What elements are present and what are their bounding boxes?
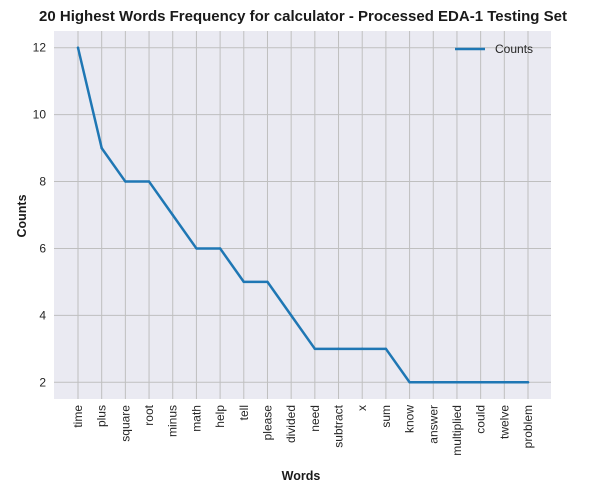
data-point: [384, 347, 388, 351]
data-point: [432, 381, 435, 384]
x-tick-label: plus: [95, 405, 109, 427]
x-tick-label: need: [308, 405, 322, 432]
x-tick-label: subtract: [332, 404, 346, 447]
data-point: [313, 347, 317, 351]
data-point: [242, 280, 245, 284]
y-ticks: 2 4 6 8 10 12: [33, 41, 47, 390]
data-point: [479, 381, 482, 384]
x-tick-label: problem: [521, 405, 535, 448]
data-point: [218, 247, 222, 250]
legend: Counts: [455, 42, 533, 56]
data-point: [455, 381, 459, 384]
y-tick-label: 12: [33, 41, 47, 55]
data-point: [503, 381, 506, 384]
data-point: [361, 347, 364, 351]
grid: [54, 31, 551, 399]
series-line: [76, 46, 530, 384]
x-tick-label: tell: [237, 405, 251, 420]
data-point: [195, 247, 198, 250]
x-tick-label: root: [142, 404, 156, 425]
plot-area: [54, 31, 551, 399]
data-point: [147, 180, 151, 183]
data-point: [266, 280, 269, 284]
x-tick-label: answer: [426, 405, 440, 444]
x-ticks: time plus square root minus math help tell pleas…: [71, 404, 535, 455]
data-point: [100, 146, 103, 150]
x-tick-label: time: [71, 405, 85, 428]
data-point: [337, 347, 340, 351]
x-tick-label: please: [260, 405, 274, 441]
x-tick-label: sum: [379, 405, 393, 428]
x-tick-label: could: [474, 405, 488, 434]
x-tick-label: square: [118, 405, 132, 442]
x-tick-label: x: [355, 405, 369, 411]
data-point: [76, 46, 80, 49]
data-point: [408, 381, 411, 384]
x-axis-label: Words: [282, 469, 321, 483]
legend-label: Counts: [495, 42, 533, 56]
data-point: [124, 180, 127, 183]
y-tick-label: 10: [33, 108, 47, 122]
data-point: [526, 381, 530, 384]
chart-title: 20 Highest Words Frequency for calculato…: [39, 8, 567, 25]
x-tick-label: help: [213, 405, 227, 428]
y-tick-label: 2: [39, 375, 46, 389]
x-tick-label: divided: [284, 405, 298, 443]
y-tick-label: 8: [39, 175, 46, 189]
y-tick-label: 6: [39, 241, 46, 255]
x-tick-label: twelve: [497, 405, 511, 439]
data-point: [171, 213, 174, 217]
x-tick-label: minus: [166, 405, 180, 437]
series-group: [76, 46, 530, 384]
x-tick-label: know: [403, 405, 417, 433]
y-axis-label: Counts: [15, 194, 29, 237]
y-tick-label: 4: [39, 308, 46, 322]
data-point: [289, 314, 293, 317]
x-tick-label: multiplied: [450, 405, 464, 456]
x-tick-label: math: [189, 405, 203, 432]
